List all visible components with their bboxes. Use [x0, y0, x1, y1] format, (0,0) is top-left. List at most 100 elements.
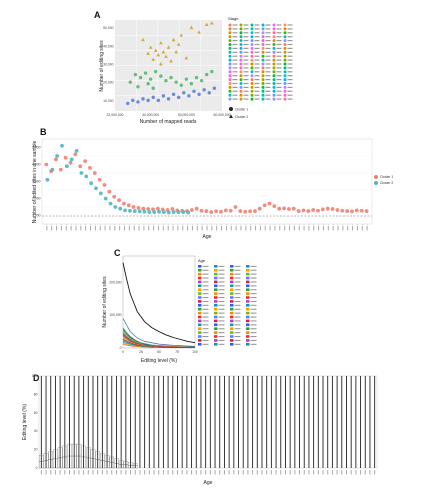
- legend-key-text: [202, 336, 209, 338]
- data-point-circle: [182, 91, 186, 95]
- panel-a-shape-legend-2: Cluster 2: [235, 115, 248, 119]
- data-point: [68, 160, 73, 165]
- panel-d-x-tick-label: [284, 470, 286, 475]
- panel-b-x-tick-label: [216, 226, 218, 231]
- data-point-triangle: [169, 59, 173, 63]
- data-point: [287, 207, 291, 211]
- panel-b-x-tick-label: [327, 226, 329, 231]
- panel-b-x-tick-label: [148, 226, 150, 231]
- panel-d-x-tick-label: [172, 470, 174, 475]
- legend-key-text: [243, 59, 249, 61]
- panel-d-x-tick-label: [101, 470, 103, 475]
- data-point-circle: [159, 74, 163, 78]
- data-point-circle: [164, 78, 168, 83]
- legend-key-text: [234, 304, 241, 306]
- legend-key-text: [218, 336, 225, 338]
- panel-c-legend: Age: [198, 258, 257, 346]
- data-point-circle: [176, 95, 181, 100]
- panel-d-x-tick-label: [247, 470, 249, 475]
- data-point-circle: [202, 88, 206, 92]
- legend-key-text: [287, 79, 293, 81]
- legend-color-key: [246, 284, 250, 288]
- panel-d-bar-chart: 0 20 40 60 80 100 Age Editing level (%): [22, 374, 378, 486]
- legend-color-key: [283, 23, 287, 27]
- legend-key-text: [276, 51, 282, 53]
- data-point: [340, 208, 345, 213]
- legend-key-text: [218, 328, 225, 330]
- legend-color-key: [283, 50, 287, 54]
- panel-b-x-tick-label: [337, 226, 339, 231]
- legend-color-key: [214, 284, 218, 288]
- legend-key-text: [254, 63, 260, 65]
- legend-color-key: [283, 31, 287, 35]
- legend-color-key: [214, 319, 218, 323]
- data-point-triangle: [174, 50, 178, 54]
- panel-b-x-tick-label: [99, 226, 101, 231]
- legend-color-key: [230, 335, 234, 338]
- legend-key-text: [234, 316, 241, 318]
- panel-a-y-ticks: 10,000 20,000 30,000 40,000 50,000: [103, 26, 113, 103]
- legend-color-key: [198, 339, 202, 342]
- panel-c-series-line: [122, 318, 196, 347]
- legend-key-text: [218, 269, 225, 271]
- panel-d-x-tick-label: [120, 470, 122, 475]
- legend-key-text: [218, 285, 225, 287]
- panel-d-x-tick-label: [111, 470, 113, 475]
- legend-key-text: [234, 289, 241, 291]
- legend-color-key: [261, 58, 265, 62]
- data-point-triangle: [166, 45, 171, 49]
- data-point-triangle: [184, 56, 189, 60]
- panel-d-x-tick-label: [294, 470, 296, 475]
- legend-key-text: [276, 75, 282, 77]
- legend-key-text: [243, 55, 249, 57]
- legend-key-text: [276, 71, 282, 73]
- data-point: [248, 209, 252, 214]
- data-point: [228, 208, 233, 213]
- panel-d-x-tick-label: [317, 470, 319, 475]
- legend-key-text: [234, 277, 241, 279]
- legend-key-text: [234, 320, 241, 322]
- panel-c-x-ticks: 0 25 50 75 100: [122, 350, 198, 354]
- panel-d-x-tick-label: [327, 470, 329, 475]
- panel-b-x-tick-label: [322, 226, 324, 231]
- legend-key-text: [250, 297, 257, 299]
- legend-color-key: [272, 43, 276, 46]
- data-point-triangle: [153, 48, 158, 52]
- legend-key-text: [276, 94, 282, 96]
- legend-key-text: [250, 320, 257, 322]
- legend-color-key: [239, 82, 243, 85]
- legend-key-text: [276, 32, 282, 34]
- legend-key-text: [287, 63, 293, 65]
- panel-d-y-tick-label: 20: [34, 448, 38, 452]
- panel-d-x-tick-label: [336, 470, 338, 475]
- legend-key-text: [265, 47, 271, 49]
- legend-key-text: [276, 90, 282, 92]
- panel-b-x-tick-label: [318, 226, 320, 231]
- legend-key-text: [243, 71, 249, 73]
- panel-b-x-tick-label: [269, 226, 271, 231]
- panel-d-x-tick-label: [308, 470, 310, 475]
- panel-a-legend-keys: [228, 23, 293, 101]
- panel-b-x-tick-label: [264, 226, 266, 231]
- legend-color-key: [230, 331, 234, 334]
- data-point: [94, 186, 98, 191]
- panel-c-x-tick-label: 75: [175, 350, 179, 354]
- data-point: [155, 206, 160, 211]
- panel-d-x-tick-label: [331, 470, 333, 475]
- legend-color-key: [198, 319, 202, 323]
- legend-color-key: [198, 268, 202, 272]
- legend-color-key: [283, 78, 287, 82]
- legend-key-text: [254, 51, 260, 53]
- legend-key-text: [265, 75, 271, 77]
- legend-color-key: [239, 27, 243, 31]
- panel-b-x-tick-label: [225, 226, 227, 231]
- panel-b-x-tick-label: [191, 226, 193, 231]
- panel-d-y-tick-label: 60: [34, 411, 38, 415]
- data-point: [108, 201, 113, 206]
- legend-key-text: [232, 40, 238, 42]
- legend-key-text: [243, 43, 249, 46]
- legend-color-key: [283, 66, 287, 70]
- legend-key-text: [234, 297, 241, 299]
- data-point: [345, 209, 350, 213]
- legend-color-key: [230, 311, 234, 315]
